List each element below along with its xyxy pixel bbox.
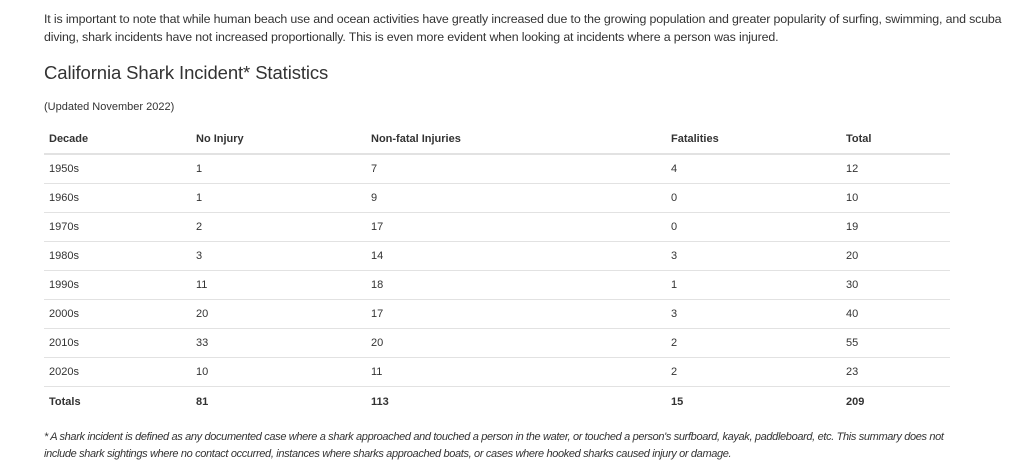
cell-non-fatal: 9 xyxy=(366,183,666,213)
cell-decade: 1980s xyxy=(44,241,191,271)
cell-decade: 1950s xyxy=(44,154,191,184)
cell-no-injury: 11 xyxy=(191,270,366,300)
cell-non-fatal: 11 xyxy=(366,357,666,387)
cell-no-injury: 20 xyxy=(191,299,366,329)
cell-decade: 1960s xyxy=(44,183,191,213)
cell-no-injury: 3 xyxy=(191,241,366,271)
cell-no-injury: 10 xyxy=(191,357,366,387)
cell-total: 12 xyxy=(841,154,950,184)
cell-fatalities: 3 xyxy=(666,299,841,329)
table-row: 2020s 10 11 2 23 xyxy=(44,357,950,387)
cell-total: 20 xyxy=(841,241,950,271)
table-row: 2010s 33 20 2 55 xyxy=(44,328,950,358)
header-decade: Decade xyxy=(44,125,191,155)
cell-non-fatal: 17 xyxy=(366,212,666,242)
section-title: California Shark Incident* Statistics xyxy=(44,62,329,83)
cell-no-injury: 33 xyxy=(191,328,366,358)
cell-total: 55 xyxy=(841,328,950,358)
header-non-fatal: Non-fatal Injuries xyxy=(366,125,666,155)
header-total: Total xyxy=(841,125,950,155)
cell-non-fatal: 18 xyxy=(366,270,666,300)
cell-fatalities: 4 xyxy=(666,154,841,184)
total-decade: Totals xyxy=(49,396,81,408)
total-total: 209 xyxy=(846,396,865,408)
cell-fatalities: 2 xyxy=(666,357,841,387)
cell-non-fatal: 20 xyxy=(366,328,666,358)
cell-decade: 2020s xyxy=(44,357,191,387)
footnote: * A shark incident is defined as any doc… xyxy=(44,431,944,460)
cell-fatalities: 2 xyxy=(666,328,841,358)
intro-paragraph: It is important to note that while human… xyxy=(44,12,1002,44)
header-fatalities: Fatalities xyxy=(666,125,841,155)
table-row: 1960s 1 9 0 10 xyxy=(44,183,950,213)
table-header-row: Decade No Injury Non-fatal Injuries Fata… xyxy=(44,125,950,155)
cell-total: 23 xyxy=(841,357,950,387)
cell-fatalities: 1 xyxy=(666,270,841,300)
total-fatalities: 15 xyxy=(671,396,684,408)
table-row: 1990s 11 18 1 30 xyxy=(44,270,950,300)
cell-decade: 1990s xyxy=(44,270,191,300)
cell-decade: 1970s xyxy=(44,212,191,242)
cell-total: 10 xyxy=(841,183,950,213)
total-non-fatal: 113 xyxy=(371,396,389,408)
cell-non-fatal: 14 xyxy=(366,241,666,271)
cell-fatalities: 0 xyxy=(666,212,841,242)
cell-decade: 2000s xyxy=(44,299,191,329)
table-row: 2000s 20 17 3 40 xyxy=(44,299,950,329)
total-no-injury: 81 xyxy=(196,396,209,408)
cell-no-injury: 1 xyxy=(191,183,366,213)
table-row: 1980s 3 14 3 20 xyxy=(44,241,950,271)
updated-note: (Updated November 2022) xyxy=(44,101,175,113)
table-row: 1970s 2 17 0 19 xyxy=(44,212,950,242)
cell-fatalities: 0 xyxy=(666,183,841,213)
totals-row: Totals 81 113 15 209 xyxy=(44,387,950,418)
cell-non-fatal: 17 xyxy=(366,299,666,329)
cell-total: 40 xyxy=(841,299,950,329)
cell-non-fatal: 7 xyxy=(366,154,666,184)
cell-fatalities: 3 xyxy=(666,241,841,271)
cell-no-injury: 1 xyxy=(191,154,366,184)
cell-total: 19 xyxy=(841,212,950,242)
table-row: 1950s 1 7 4 12 xyxy=(44,154,950,184)
cell-total: 30 xyxy=(841,270,950,300)
cell-no-injury: 2 xyxy=(191,212,366,242)
shark-incident-table: Decade No Injury Non-fatal Injuries Fata… xyxy=(44,125,950,417)
header-no-injury: No Injury xyxy=(191,125,366,155)
cell-decade: 2010s xyxy=(44,328,191,358)
